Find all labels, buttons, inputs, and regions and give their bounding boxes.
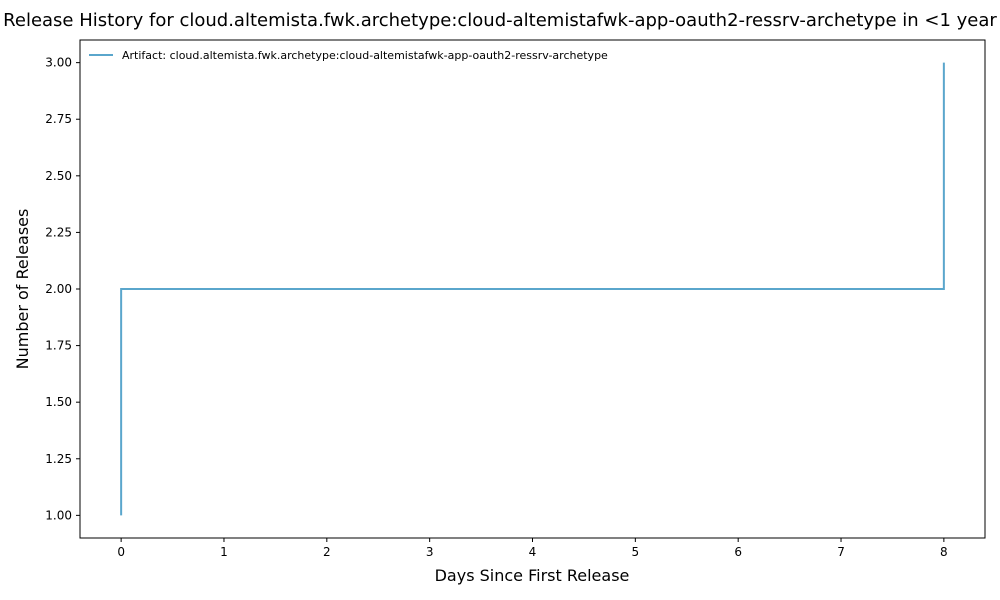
chart-title: Release History for cloud.altemista.fwk.…: [0, 10, 1000, 31]
x-tick-label: 2: [323, 545, 331, 559]
y-tick-label: 1.25: [45, 452, 72, 466]
y-tick-label: 1.75: [45, 339, 72, 353]
x-tick-label: 0: [117, 545, 125, 559]
x-tick-label: 8: [940, 545, 948, 559]
x-tick-label: 4: [529, 545, 537, 559]
x-tick-label: 3: [426, 545, 434, 559]
chart-title-text: Release History for cloud.altemista.fwk.…: [3, 10, 997, 31]
series-layer: [120, 62, 945, 516]
x-tick-label: 1: [220, 545, 228, 559]
x-tick-label: 5: [632, 545, 640, 559]
y-axis-label: Number of Releases: [13, 209, 32, 370]
y-tick-label: 2.75: [45, 112, 72, 126]
y-axis-ticks: 1.00 1.25 1.50 1.75 2.00 2.25 2.50 2.75 3.00: [45, 56, 80, 522]
y-tick-label: 3.00: [45, 56, 72, 70]
x-tick-label: 6: [734, 545, 742, 559]
y-tick-label: 2.25: [45, 225, 72, 239]
x-axis-ticks: 0 1 2 3 4 5 6 7 8: [117, 538, 948, 559]
series-line-0: [120, 62, 945, 516]
plot-frame: [79, 39, 986, 539]
y-tick-label: 1.00: [45, 508, 72, 522]
x-tick-label: 7: [837, 545, 845, 559]
x-axis-label: Days Since First Release: [435, 566, 630, 585]
legend: Artifact: cloud.altemista.fwk.archetype:…: [89, 49, 608, 62]
y-tick-label: 2.50: [45, 169, 72, 183]
y-tick-label: 2.00: [45, 282, 72, 296]
legend-label: Artifact: cloud.altemista.fwk.archetype:…: [122, 49, 608, 62]
y-tick-label: 1.50: [45, 395, 72, 409]
